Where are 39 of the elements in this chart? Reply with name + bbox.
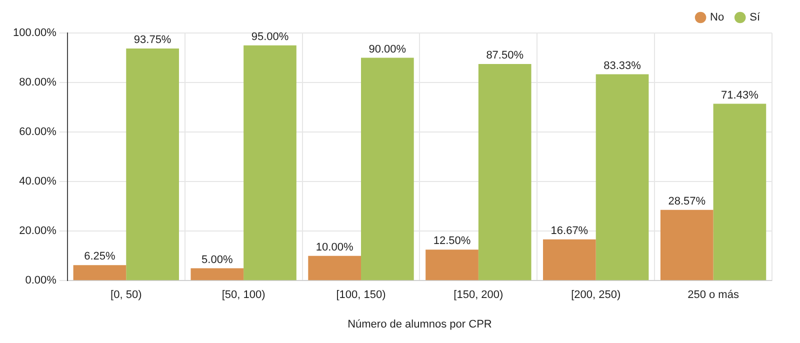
data-label: 90.00% [368,43,406,56]
y-tick-label: 40.00% [19,176,57,188]
data-label: 93.75% [134,34,172,46]
data-label: 87.50% [486,49,524,62]
bar [478,64,532,280]
bar [361,58,414,280]
bar [126,48,179,280]
x-tick-label: [0, 50) [110,289,142,302]
x-tick-label: [50, 100) [222,289,266,302]
x-tick-label: [100, 150) [336,289,386,302]
bar [660,210,714,280]
bar [596,74,649,280]
y-tick-label: 60.00% [19,126,57,138]
bar [308,256,361,280]
legend-label: Sí [750,12,761,24]
bar [543,239,596,280]
data-label: 28.57% [668,195,706,208]
y-tick-label: 0.00% [25,274,57,287]
data-label: 95.00% [251,30,289,43]
data-label: 83.33% [604,60,642,72]
data-label: 5.00% [202,254,233,266]
y-tick-label: 100.00% [12,27,57,40]
data-label: 16.67% [550,224,588,237]
data-label: 12.50% [433,235,471,248]
x-axis-title: Número de alumnos por CPR [348,318,492,330]
data-label: 10.00% [316,241,354,254]
x-tick-label: [150, 200) [454,289,504,302]
x-tick-label: 250 o más [688,289,740,302]
bar [426,250,478,280]
data-label: 6.25% [84,250,116,263]
data-label: 71.43% [721,89,759,102]
bar [713,104,766,280]
y-tick-label: 20.00% [19,225,57,238]
y-tick-label: 80.00% [19,76,57,89]
legend-label: No [710,12,724,24]
bar [244,45,296,280]
bar [73,265,126,280]
bar [190,268,244,280]
x-tick-label: [200, 250) [571,289,621,302]
